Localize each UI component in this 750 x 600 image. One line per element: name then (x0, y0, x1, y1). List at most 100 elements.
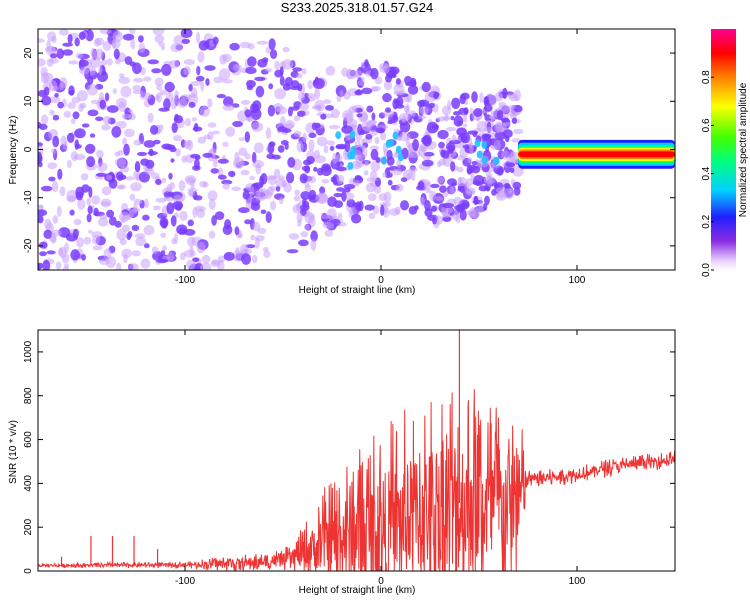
spectrogram-blob (299, 173, 308, 184)
spectrogram-blob (189, 245, 194, 257)
spectrogram-blob (407, 85, 419, 95)
spectrogram-blob (135, 236, 147, 247)
spectrogram-blob (48, 176, 56, 182)
spectrogram-blob (266, 175, 278, 180)
spectrogram-blob (86, 84, 98, 96)
spectrogram-bright-blob (349, 130, 356, 139)
spectrogram-blob (195, 31, 201, 44)
spectrogram-blob (174, 90, 179, 101)
spectrogram-blob (485, 172, 493, 177)
spectrogram-blob (106, 209, 115, 218)
spectrogram-blob (319, 186, 326, 195)
spectrogram-blob (300, 204, 310, 211)
spectrogram-blob (41, 95, 52, 106)
spectrogram-blob (150, 124, 159, 135)
spectrogram-blob (178, 180, 186, 191)
spectrogram-blob (208, 198, 216, 210)
spectrogram-blob (151, 246, 159, 254)
spectrogram-blob (169, 182, 175, 190)
spectrogram-blob (98, 258, 110, 265)
spectrogram-blob (181, 155, 188, 163)
spectrogram-blob (423, 151, 435, 157)
spectrogram-blob (456, 204, 465, 213)
spectrogram-blob (154, 77, 164, 87)
spectrogram-blob (196, 65, 201, 76)
spectrogram-blob (351, 213, 362, 224)
spectrogram-blob (348, 105, 358, 114)
spectrogram-blob (308, 132, 317, 139)
spectrogram-blob (223, 96, 234, 107)
spectrogram-blob (171, 122, 178, 134)
spectrogram-blobs (38, 29, 675, 270)
spectrogram-blob (451, 134, 456, 142)
spectrogram-blob (240, 169, 250, 176)
spectrogram-blob (194, 158, 200, 170)
spectrogram-blob (252, 182, 263, 190)
spectrogram-blob (204, 65, 216, 71)
spectrogram-blob (99, 214, 108, 220)
spectrogram-blob (473, 195, 478, 206)
spectrogram-blob (49, 96, 61, 104)
spectrogram-blob (238, 147, 248, 156)
spectrogram-blob (155, 94, 160, 101)
snr-x-label: Height of straight line (km) (299, 585, 416, 596)
spectrogram-blob (324, 229, 334, 237)
spectrogram-blob (314, 88, 320, 100)
spectrogram-blob (278, 197, 284, 205)
spectrogram-blob (329, 145, 335, 151)
spectrogram-blob (49, 53, 58, 59)
colorbar-tick-label: 0.8 (701, 70, 712, 84)
spectrogram-blob (328, 125, 340, 130)
y-tick-label: -10 (23, 190, 34, 205)
spectrogram-blob (184, 118, 192, 127)
spectrogram-tone (518, 139, 675, 169)
spectrogram-blob (38, 215, 44, 224)
spectrogram-blob (143, 140, 156, 148)
y-tick-label: 800 (23, 387, 34, 404)
spectrogram-blob (155, 197, 167, 203)
spectrogram-blob (304, 224, 310, 231)
spectrogram-blob (57, 168, 63, 180)
spectrogram-blob (382, 172, 387, 178)
spectrogram-blob (222, 79, 233, 84)
spectrogram-blob (207, 122, 217, 128)
spectrogram-blob (128, 263, 139, 270)
spectrogram-blob (39, 251, 47, 257)
spectrogram-blob (207, 131, 214, 141)
spectrogram-blob (448, 207, 454, 214)
spectrogram-blob (326, 208, 337, 220)
spectrogram-blob (111, 38, 121, 49)
spectrogram-blob (382, 93, 392, 103)
spectrogram-blob (191, 117, 198, 122)
spectrogram-blob (337, 213, 343, 220)
spectrogram-blob (132, 84, 142, 92)
spectrogram-blob (234, 160, 243, 166)
spectrogram-blob (97, 217, 109, 227)
spectrogram-blob (280, 115, 286, 128)
spectrogram-blob (75, 52, 83, 59)
spectrogram-blob (106, 58, 113, 66)
spectrogram-blob (297, 110, 306, 117)
spectrogram-blob (343, 91, 351, 100)
spectrogram-blob (244, 131, 250, 143)
spectrogram-blob (214, 211, 225, 221)
spectrogram-blob (106, 105, 119, 113)
spectrogram-blob (439, 185, 447, 193)
spectrogram-blob (205, 78, 210, 86)
spectrogram-blob (122, 137, 128, 146)
spectrogram-blob (152, 29, 165, 36)
y-tick-label: -20 (23, 238, 34, 253)
spectrogram-blob (181, 38, 190, 45)
spectrogram-blob (145, 159, 155, 169)
spectrogram-blob (417, 100, 426, 108)
spectrogram-blob (144, 167, 155, 175)
spectrogram-blob (168, 59, 180, 69)
spectrogram-blob (266, 153, 276, 160)
spectrogram-blob (234, 151, 240, 162)
spectrogram-blob (104, 92, 110, 102)
spectrogram-blob (73, 153, 86, 161)
spectrogram-blob (370, 67, 379, 80)
spectrogram-blob (46, 250, 56, 255)
spectrogram-blob (222, 104, 235, 111)
spectrogram-blob (133, 139, 142, 146)
